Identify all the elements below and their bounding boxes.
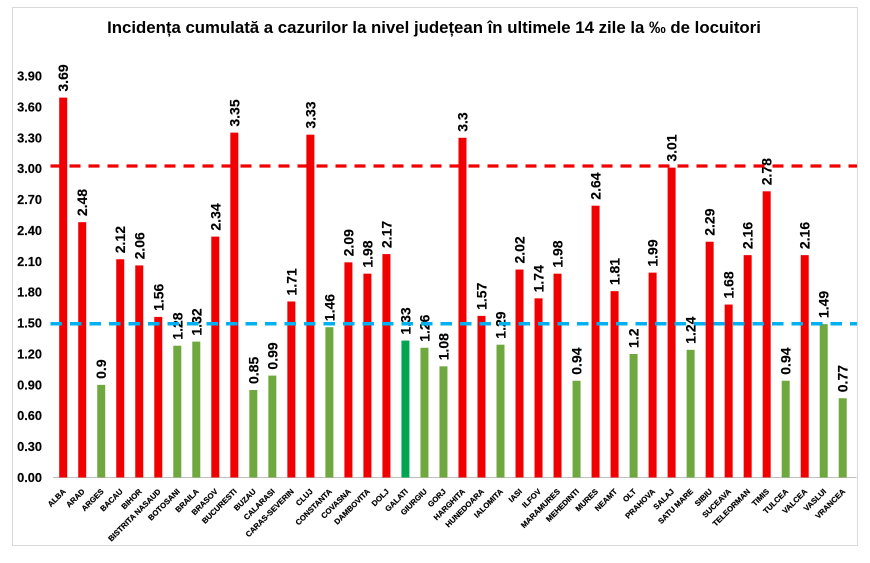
svg-text:2.02: 2.02 <box>512 236 528 263</box>
svg-text:3.01: 3.01 <box>664 134 680 161</box>
svg-text:3.69: 3.69 <box>55 64 71 91</box>
svg-text:3.33: 3.33 <box>302 101 318 128</box>
svg-text:1.49: 1.49 <box>816 291 832 318</box>
svg-text:2.70: 2.70 <box>17 192 42 207</box>
svg-text:1.33: 1.33 <box>397 307 413 334</box>
svg-text:1.26: 1.26 <box>416 314 432 341</box>
svg-text:2.40: 2.40 <box>17 223 42 238</box>
svg-text:1.08: 1.08 <box>435 333 451 360</box>
svg-text:2.16: 2.16 <box>797 222 813 249</box>
svg-text:1.68: 1.68 <box>721 271 737 298</box>
svg-text:3.30: 3.30 <box>17 130 42 145</box>
svg-text:3.35: 3.35 <box>226 99 242 126</box>
svg-text:2.64: 2.64 <box>588 172 604 199</box>
svg-text:2.10: 2.10 <box>17 254 42 269</box>
svg-text:3.3: 3.3 <box>454 112 470 132</box>
svg-text:0.00: 0.00 <box>17 470 42 485</box>
svg-text:1.32: 1.32 <box>188 308 204 335</box>
svg-text:1.80: 1.80 <box>17 285 42 300</box>
svg-text:0.9: 0.9 <box>93 359 109 379</box>
svg-text:1.99: 1.99 <box>645 239 661 266</box>
svg-text:1.98: 1.98 <box>550 240 566 267</box>
svg-text:1.24: 1.24 <box>683 316 699 343</box>
svg-text:2.06: 2.06 <box>131 232 147 259</box>
svg-text:3.00: 3.00 <box>17 161 42 176</box>
svg-text:0.77: 0.77 <box>835 365 851 392</box>
svg-text:3.60: 3.60 <box>17 99 42 114</box>
svg-text:0.85: 0.85 <box>245 357 261 384</box>
svg-text:1.71: 1.71 <box>283 268 299 295</box>
svg-text:2.48: 2.48 <box>74 189 90 216</box>
svg-text:0.60: 0.60 <box>17 408 42 423</box>
svg-text:2.12: 2.12 <box>112 226 128 253</box>
svg-text:0.94: 0.94 <box>569 347 585 374</box>
svg-text:1.81: 1.81 <box>607 258 623 285</box>
svg-text:0.90: 0.90 <box>17 377 42 392</box>
svg-text:1.46: 1.46 <box>321 294 337 321</box>
svg-text:1.74: 1.74 <box>531 265 547 292</box>
svg-text:1.57: 1.57 <box>473 282 489 309</box>
svg-text:2.16: 2.16 <box>740 222 756 249</box>
svg-text:2.34: 2.34 <box>207 203 223 230</box>
svg-text:1.98: 1.98 <box>359 240 375 267</box>
svg-text:1.28: 1.28 <box>169 312 185 339</box>
svg-text:2.78: 2.78 <box>759 158 775 185</box>
svg-text:1.56: 1.56 <box>150 283 166 310</box>
svg-text:3.90: 3.90 <box>17 69 42 84</box>
svg-text:2.17: 2.17 <box>378 221 394 248</box>
svg-text:0.99: 0.99 <box>264 342 280 369</box>
svg-text:1.20: 1.20 <box>17 347 42 362</box>
svg-text:2.29: 2.29 <box>702 208 718 235</box>
svg-text:Incidența cumulată a cazurilor: Incidența cumulată a cazurilor la nivel … <box>107 18 761 37</box>
svg-text:1.2: 1.2 <box>626 328 642 348</box>
svg-text:1.50: 1.50 <box>17 316 42 331</box>
svg-text:0.94: 0.94 <box>778 347 794 374</box>
svg-text:2.09: 2.09 <box>340 229 356 256</box>
svg-text:0.30: 0.30 <box>17 439 42 454</box>
